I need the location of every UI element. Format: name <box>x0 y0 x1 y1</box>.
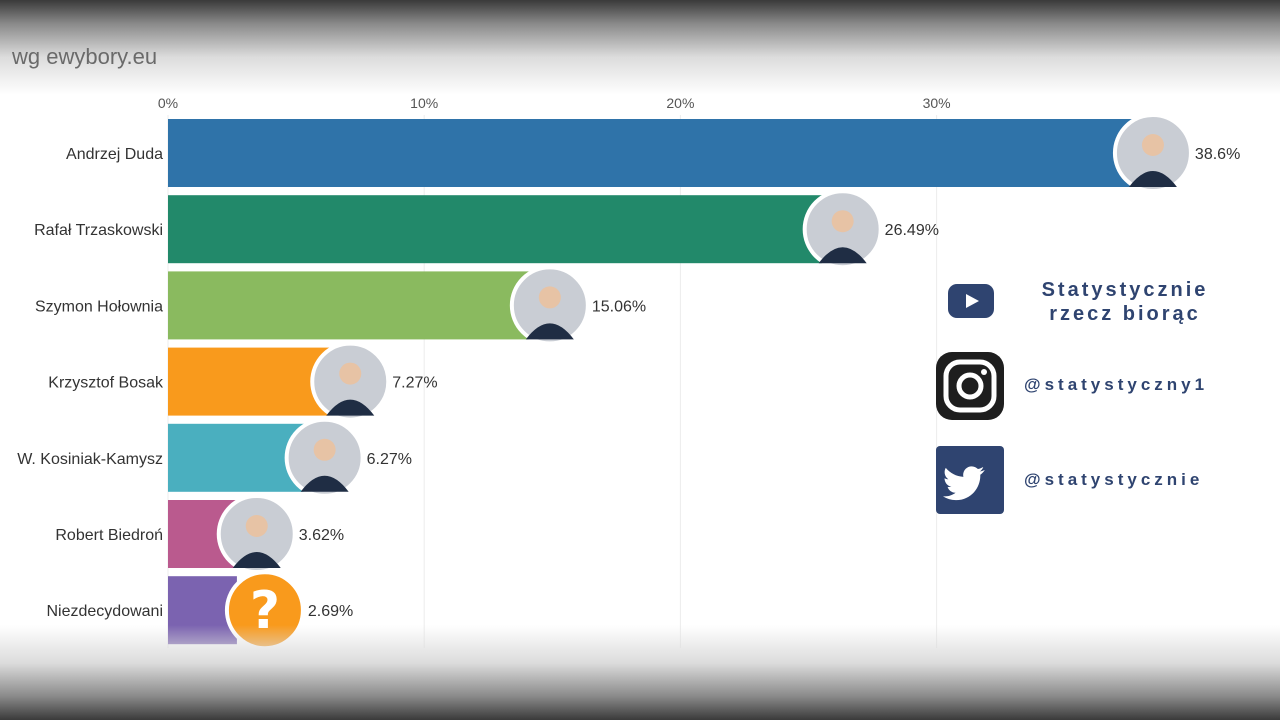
category-label: Andrzej Duda <box>66 146 163 163</box>
top-vignette <box>0 0 1280 95</box>
value-label: 2.69% <box>308 603 353 620</box>
bar <box>168 119 1157 187</box>
bar <box>168 271 554 340</box>
channel-title: Statystycznie rzecz biorąc <box>1041 279 1209 325</box>
avatar-suit <box>1128 171 1177 187</box>
x-tick-label: 30% <box>923 95 951 111</box>
twitter-handle: @statystycznie <box>1024 470 1204 489</box>
x-tick-label: 0% <box>158 95 178 111</box>
category-label: Rafał Trzaskowski <box>34 222 163 239</box>
value-label: 7.27% <box>392 375 437 392</box>
category-label: Szymon Hołownia <box>35 298 163 315</box>
avatar-face <box>313 438 336 461</box>
avatar-face <box>245 515 268 537</box>
avatar-face <box>339 362 362 385</box>
avatar-face <box>1141 134 1164 156</box>
avatar-face <box>538 286 561 309</box>
x-tick-label: 10% <box>410 95 438 111</box>
category-label: Niezdecydowani <box>46 603 163 620</box>
value-label: 6.27% <box>367 451 412 468</box>
twitter-icon[interactable] <box>936 446 1004 514</box>
x-tick-label: 20% <box>666 95 694 111</box>
youtube-icon[interactable] <box>948 284 994 318</box>
bottom-vignette <box>0 625 1280 720</box>
value-label: 26.49% <box>885 222 939 239</box>
category-label: Robert Biedroń <box>55 527 163 544</box>
instagram-icon[interactable] <box>936 352 1004 420</box>
avatar-face <box>831 210 854 233</box>
avatar-suit <box>818 247 867 264</box>
value-label: 38.6% <box>1195 146 1240 163</box>
avatar-suit <box>525 323 574 340</box>
value-label: 3.62% <box>299 527 344 544</box>
category-label: Krzysztof Bosak <box>48 375 164 392</box>
avatar-suit <box>326 399 375 416</box>
value-label: 15.06% <box>592 298 646 315</box>
category-label: W. Kosiniak-Kamysz <box>17 451 163 468</box>
source-label: wg ewybory.eu <box>12 44 158 69</box>
avatar-suit <box>232 552 281 568</box>
avatar-suit <box>300 475 349 492</box>
bar <box>168 195 847 264</box>
instagram-handle: @statystyczny1 <box>1024 375 1209 394</box>
